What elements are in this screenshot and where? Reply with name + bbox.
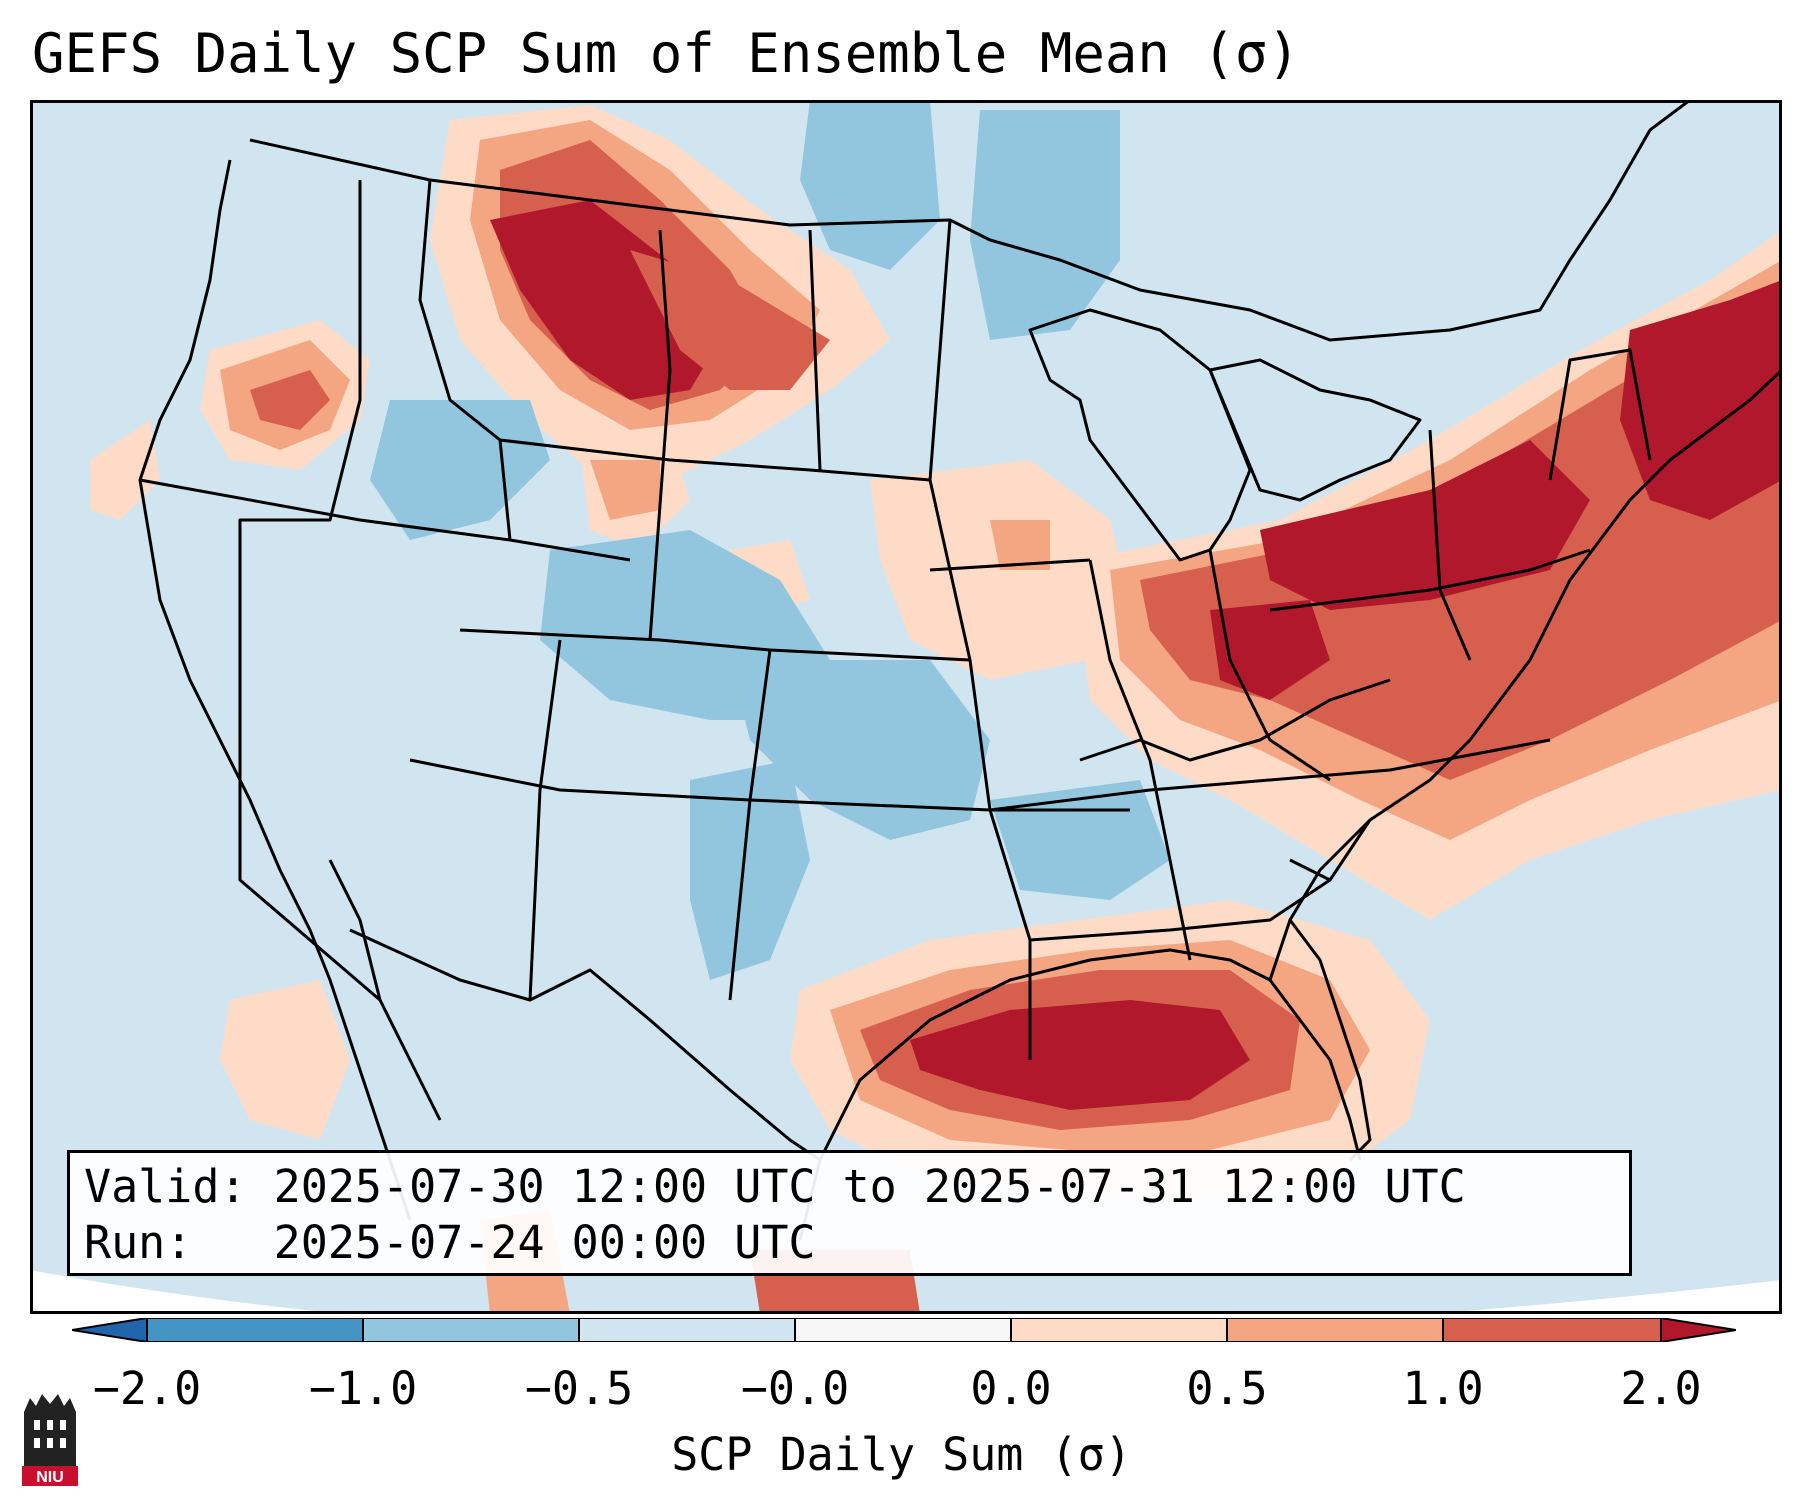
state-border [418,179,512,541]
anomaly-region-southwest [690,760,810,980]
state-border [139,478,631,562]
anomaly-region-southwest [730,660,990,840]
colorbar-bin [579,1318,795,1342]
state-border [1088,559,1192,961]
great-lakes-coastline [1208,358,1422,502]
anomaly-region-northeast [1260,440,1590,610]
state-border [989,738,1551,812]
colorbar-tick-label: 0.0 [970,1362,1052,1415]
chart-title: GEFS Daily SCP Sum of Ensemble Mean (σ) [32,22,1300,85]
state-border [1269,548,1591,612]
colorbar-label: SCP Daily Sum (σ) [671,1428,1132,1481]
colorbar-bin [363,1318,579,1342]
state-border [648,229,672,641]
state-border [1428,429,1472,661]
colorbar-bin [1443,1318,1661,1342]
colorbar-ticks [146,1318,1662,1342]
colorbar-tick-label: 0.5 [1186,1362,1268,1415]
state-border [238,180,381,1002]
state-border [1208,549,1331,782]
valid-time: 2025-07-30 12:00 UTC to 2025-07-31 12:00… [273,1160,1466,1213]
colorbar-bin [147,1318,363,1342]
state-border [528,639,562,1001]
anomaly-region-montana [490,200,720,400]
state-border [728,649,772,1001]
state-border [929,558,1091,572]
anomaly-region-gulf [910,1000,1250,1110]
gulf-coastline [798,948,1362,1241]
state-border [1289,819,1372,882]
state-border [928,219,1032,1060]
state-border [459,628,971,662]
niu-logo: NIU [22,1394,78,1486]
colorbar [72,1318,1736,1342]
colorbar-bin [1011,1318,1227,1342]
anomaly-region-mexico [220,980,350,1140]
pacific-coastline [138,159,412,1221]
state-border [499,438,931,482]
colorbar-tick-label: −0.5 [524,1362,634,1415]
logo-text: NIU [36,1469,64,1486]
map-frame [30,100,1782,1314]
state-border [1548,348,1652,481]
anomaly-region-montana [630,250,830,390]
anomaly-region-north [800,100,940,270]
colorbar-under-triangle [72,1318,147,1342]
run-label: Run: [84,1216,193,1269]
colorbar-tick-label: −1.0 [308,1362,418,1415]
us-mexico-border [349,928,821,1162]
state-border [808,229,822,471]
anomaly-region-northeast [1210,600,1330,700]
anomaly-region-wyoming [590,460,660,520]
state-border [1079,678,1391,762]
atlantic-coastline [1288,368,1782,921]
colorbar-over-triangle [1661,1318,1736,1342]
anomaly-layer [90,100,1782,1314]
boundary-lines [138,100,1782,1241]
colorbar-tick-label: 2.0 [1620,1362,1702,1415]
us-canada-border [249,100,1691,342]
projection-edge [30,1270,1782,1314]
logo-windows [34,1420,66,1448]
valid-run-info-box: Valid: 2025-07-30 12:00 UTC to 2025-07-3… [67,1150,1632,1276]
anomaly-region-plains [990,520,1050,570]
colorbar-tick-label: −0.0 [740,1362,850,1415]
colorbar-tick-label: 1.0 [1402,1362,1484,1415]
colorbar-bin [795,1318,1011,1342]
colorbar-bin [1227,1318,1443,1342]
colorbar-tick-label: −2.0 [92,1362,202,1415]
anomaly-region-north [970,110,1120,340]
anomaly-region-oregon [250,370,330,430]
valid-label: Valid: [84,1160,247,1213]
state-border [1029,878,1331,942]
map-panel [30,100,1782,1314]
run-time: 2025-07-24 00:00 UTC [273,1216,816,1269]
anomaly-region-northeast [1620,280,1782,520]
